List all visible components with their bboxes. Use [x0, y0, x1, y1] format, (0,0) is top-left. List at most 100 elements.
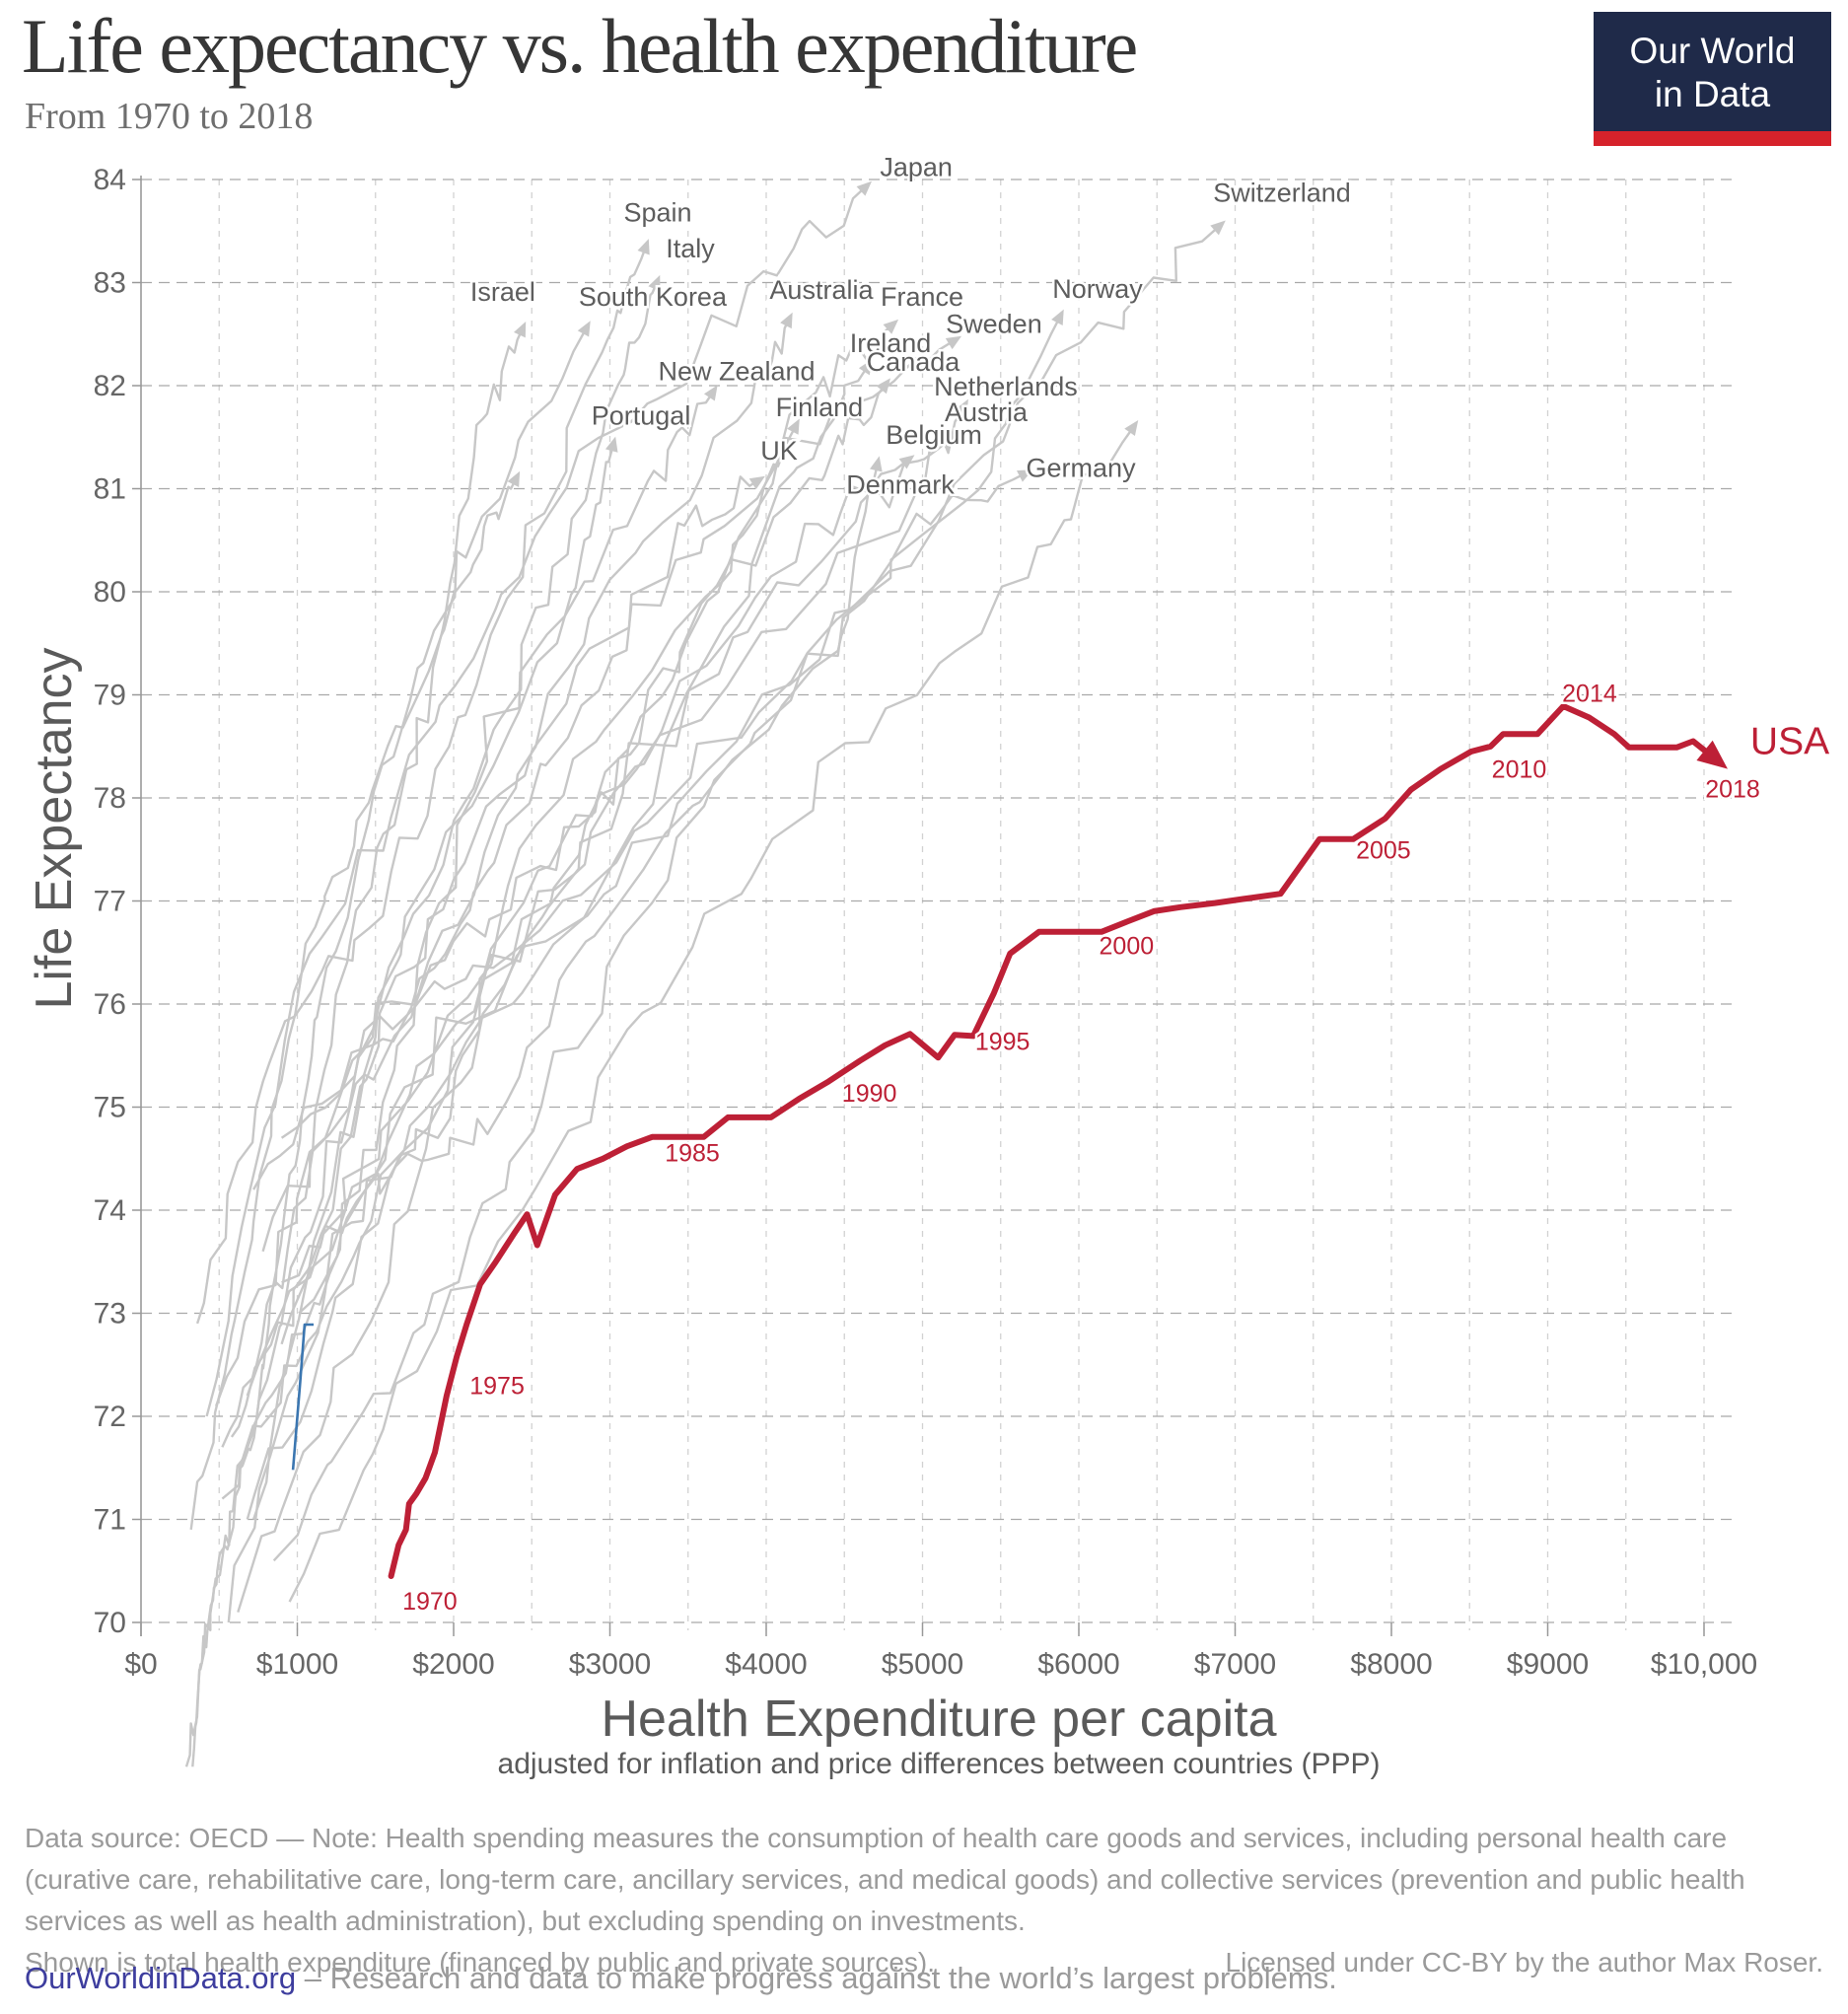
grid-layer: 70 71 72 73 74 75 76 77 78 79 80 81 82 83 84 $0 $1000 $20… — [94, 164, 1758, 1681]
country-label: Portugal — [592, 400, 691, 430]
country-arrow — [637, 239, 650, 255]
owid-logo-text: Our World in Data — [1630, 30, 1796, 115]
country-arrow — [883, 319, 899, 334]
footer-tagline: – Research and data to make progress aga… — [304, 1961, 1337, 1995]
country-label: UK — [760, 436, 798, 466]
country-label: New Zealand — [658, 356, 815, 386]
usa-series-layer: 1970 1975 1985 1990 1995 2000 2005 2010 2014 2018… — [388, 678, 1832, 1618]
usa-year-label: 2000 — [1100, 932, 1155, 960]
country-line — [195, 246, 648, 1325]
usa-year-label: 1985 — [665, 1139, 720, 1167]
country-label: Norway — [1052, 274, 1143, 304]
country-label: Ireland — [850, 328, 932, 358]
footer-note: Data source: OECD — Note: Health spendin… — [25, 1823, 1745, 1936]
country-label: Japan — [880, 152, 953, 181]
y-tick-label: 71 — [94, 1504, 126, 1537]
country-arrow — [514, 322, 527, 338]
x-axis-note: adjusted for inflation and price differe… — [498, 1748, 1381, 1780]
footer-license: Licensed under CC-BY by the author Max R… — [1225, 1947, 1823, 1978]
x-tick-label: $10,000 — [1651, 1648, 1757, 1681]
y-tick-label: 74 — [94, 1194, 126, 1227]
owid-logo-line2: in Data — [1654, 74, 1771, 114]
usa-year-label: 1970 — [402, 1588, 458, 1616]
usa-year-label: 2005 — [1356, 836, 1411, 864]
country-line — [221, 327, 524, 1448]
country-arrow — [748, 475, 765, 490]
country-line — [214, 282, 659, 1407]
y-tick-label: 73 — [94, 1298, 126, 1331]
country-arrow — [1051, 309, 1064, 325]
page-title: Life expectancy vs. health expenditure — [22, 3, 1138, 89]
country-label: Australia — [769, 275, 874, 305]
country-label: Sweden — [946, 309, 1042, 338]
usa-line — [388, 703, 1719, 1579]
usa-year-label: 2010 — [1492, 756, 1547, 784]
country-arrow — [1016, 469, 1033, 482]
country-line — [251, 319, 791, 1520]
country-arrow — [870, 456, 883, 472]
country-label: France — [881, 282, 963, 312]
country-line — [281, 464, 880, 1284]
axis-titles-layer: Health Expenditure per capita adjusted f… — [26, 647, 1380, 1780]
y-tick-label: 80 — [94, 576, 126, 609]
owid-site-link[interactable]: OurWorldinData.org — [25, 1961, 297, 1995]
country-arrow — [945, 335, 962, 350]
country-line — [205, 185, 867, 1417]
x-tick-label: $3000 — [569, 1648, 651, 1681]
x-tick-label: $4000 — [725, 1648, 807, 1681]
country-line — [288, 426, 1135, 1603]
country-arrow — [780, 312, 793, 329]
usa-year-label: 2014 — [1562, 680, 1617, 707]
country-line — [261, 405, 966, 1253]
x-tick-label: $2000 — [412, 1648, 494, 1681]
country-arrow — [1210, 220, 1226, 236]
country-lines-layer — [184, 180, 1226, 1767]
owid-logo: Our World in Data — [1594, 12, 1831, 146]
x-tick-label: $5000 — [882, 1648, 963, 1681]
country-label: Switzerland — [1213, 179, 1351, 208]
y-axis-title: Life Expectancy — [26, 647, 83, 1009]
y-tick-label: 76 — [94, 988, 126, 1021]
country-arrow — [858, 359, 873, 376]
country-line — [189, 477, 518, 1531]
country-label: Spain — [623, 197, 691, 227]
country-label: Germany — [1027, 454, 1137, 483]
country-label: Netherlands — [934, 372, 1078, 401]
x-tick-label: $8000 — [1350, 1648, 1432, 1681]
y-tick-label: 72 — [94, 1401, 126, 1433]
country-label: Denmark — [846, 469, 955, 499]
y-tick-label: 70 — [94, 1607, 126, 1639]
country-line — [252, 316, 1062, 1190]
x-tick-label: $7000 — [1194, 1648, 1276, 1681]
country-label: Israel — [470, 277, 535, 307]
country-line — [246, 324, 893, 1397]
country-arrow — [1124, 420, 1139, 437]
usa-year-label: 1995 — [975, 1029, 1031, 1056]
country-labels-layer: Japan Switzerland Spain Italy Israel South Ko… — [467, 150, 1353, 502]
page-subtitle: From 1970 to 2018 — [25, 96, 314, 137]
footer-shown-note: Shown is total health expenditure (finan… — [25, 1947, 935, 1978]
country-arrow — [876, 378, 890, 395]
usa-series-label: USA — [1750, 721, 1829, 763]
chart-footer: Data source: OECD — Note: Health spendin… — [25, 1818, 1823, 1983]
owid-logo-red-bar — [1594, 131, 1831, 146]
x-tick-label: $6000 — [1037, 1648, 1119, 1681]
x-tick-label: $9000 — [1507, 1648, 1589, 1681]
country-label: Finland — [776, 393, 864, 422]
country-arrow — [787, 418, 800, 435]
y-tick-label: 79 — [94, 680, 126, 712]
country-line — [280, 384, 887, 1345]
y-tick-label: 82 — [94, 370, 126, 402]
y-tick-label: 81 — [94, 473, 126, 506]
x-axis-title: Health Expenditure per capita — [601, 1690, 1276, 1748]
country-line — [184, 444, 615, 1767]
country-label: Italy — [666, 234, 715, 263]
x-tick-label: $0 — [124, 1648, 157, 1681]
country-line — [246, 459, 909, 1520]
country-arrow — [604, 436, 618, 453]
country-label: Canada — [867, 347, 961, 377]
y-tick-label: 78 — [94, 782, 126, 815]
usa-year-label: 1990 — [842, 1080, 897, 1108]
